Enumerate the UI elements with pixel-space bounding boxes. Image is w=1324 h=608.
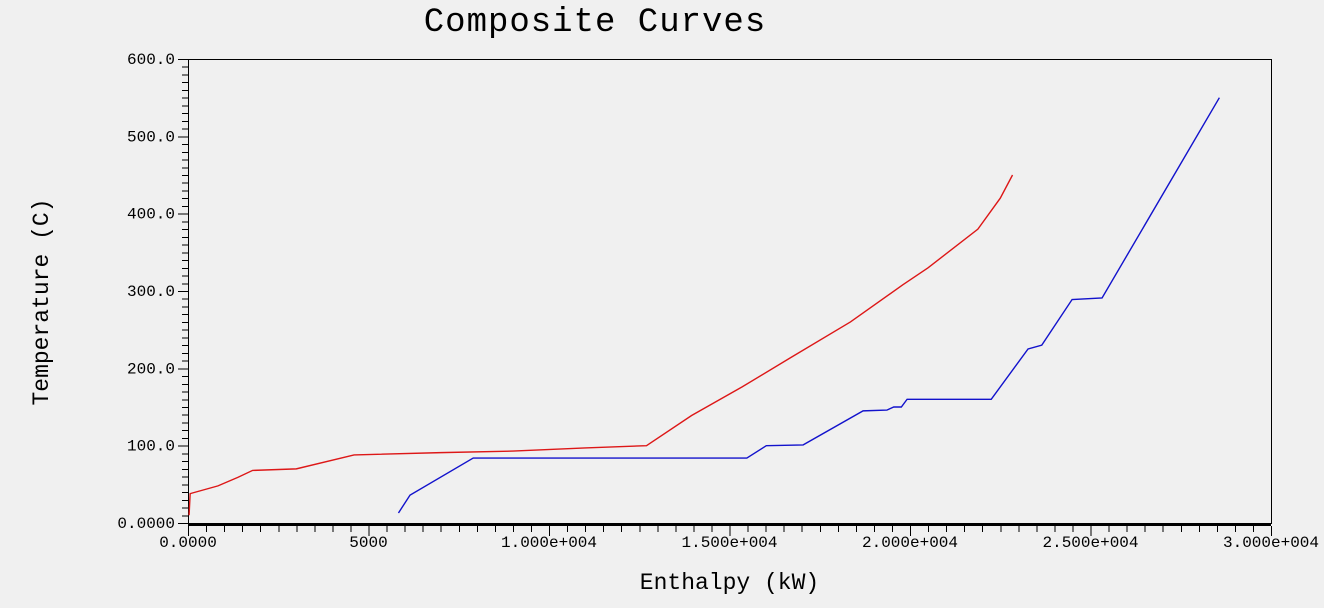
red-curve bbox=[188, 174, 1014, 516]
x-tick-label: 2.000e+004 bbox=[862, 534, 958, 552]
plot-border bbox=[188, 59, 1272, 524]
x-tick-label: 3.000e+004 bbox=[1223, 534, 1319, 552]
y-tick-label: 100.0 bbox=[127, 438, 175, 456]
y-tick-label: 400.0 bbox=[127, 206, 175, 224]
x-tick-label: 0.0000 bbox=[159, 534, 217, 552]
y-tick-label: 600.0 bbox=[127, 51, 175, 69]
y-tick-label: 200.0 bbox=[127, 360, 175, 378]
y-tick-label: 0.0000 bbox=[117, 515, 175, 533]
x-tick-label: 2.500e+004 bbox=[1042, 534, 1138, 552]
y-tick-label: 300.0 bbox=[127, 283, 175, 301]
x-axis-title: Enthalpy (kW) bbox=[639, 570, 820, 596]
x-tick-label: 1.000e+004 bbox=[501, 534, 597, 552]
y-tick-label: 500.0 bbox=[127, 128, 175, 146]
chart-title: Composite Curves bbox=[423, 4, 767, 42]
x-tick-label: 1.500e+004 bbox=[681, 534, 777, 552]
x-tick-label: 5000 bbox=[349, 534, 387, 552]
blue-curve bbox=[397, 97, 1220, 514]
